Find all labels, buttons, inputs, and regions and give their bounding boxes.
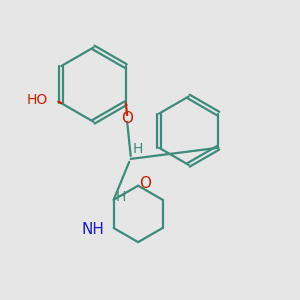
Text: NH: NH bbox=[81, 222, 104, 237]
Text: O: O bbox=[121, 111, 133, 126]
Text: HO: HO bbox=[27, 93, 48, 107]
Text: H: H bbox=[133, 142, 143, 155]
Text: H: H bbox=[116, 190, 126, 204]
Text: O: O bbox=[140, 176, 152, 191]
